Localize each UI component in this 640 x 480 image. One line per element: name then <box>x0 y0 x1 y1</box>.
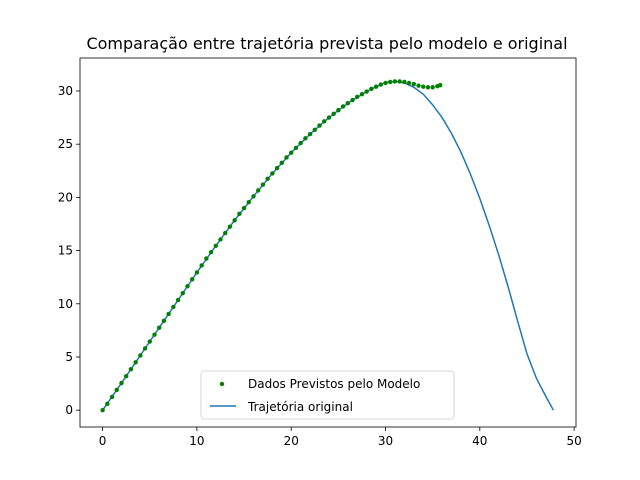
scatter-point <box>345 101 351 106</box>
scatter-point <box>114 387 119 393</box>
scatter-point <box>260 182 266 187</box>
scatter-point <box>175 297 181 303</box>
scatter-point <box>279 160 284 166</box>
scatter-point <box>331 111 336 117</box>
scatter-point <box>293 145 299 151</box>
scatter-point <box>147 339 152 344</box>
scatter-point <box>340 104 346 109</box>
series-scatter-dados-previstos <box>100 79 443 413</box>
scatter-point <box>317 123 322 128</box>
scatter-point <box>270 171 275 176</box>
scatter-point <box>369 86 374 92</box>
scatter-point <box>406 80 412 86</box>
scatter-point <box>138 353 143 358</box>
scatter-point <box>298 140 303 146</box>
scatter-point <box>388 79 393 85</box>
scatter-point <box>284 155 289 160</box>
scatter-point <box>133 360 138 365</box>
x-tick-label: 40 <box>472 434 487 448</box>
y-axis: 0 5 10 15 20 25 30 <box>58 84 80 417</box>
scatter-point <box>373 84 379 89</box>
scatter-point <box>378 82 384 87</box>
scatter-point <box>185 284 190 289</box>
y-tick-label: 5 <box>65 350 73 364</box>
y-tick-label: 10 <box>58 297 73 311</box>
scatter-point <box>100 407 105 413</box>
scatter-point <box>246 199 251 205</box>
scatter-point <box>227 224 233 229</box>
legend-label-line: Trajetória original <box>247 400 353 414</box>
scatter-point <box>161 318 167 324</box>
scatter-point <box>119 380 124 386</box>
scatter-point <box>322 119 327 124</box>
scatter-point <box>350 97 355 103</box>
scatter-point <box>430 85 435 90</box>
y-tick-label: 15 <box>58 244 73 258</box>
scatter-point <box>199 263 204 268</box>
scatter-point <box>218 237 223 242</box>
x-axis: 0 10 20 30 40 50 <box>99 427 582 448</box>
scatter-point <box>265 176 270 181</box>
chart-title: Comparação entre trajetória prevista pel… <box>86 34 567 53</box>
x-tick-label: 10 <box>189 434 204 448</box>
scatter-point <box>213 243 218 248</box>
legend: Dados Previstos pelo Modelo Trajetória o… <box>200 370 455 420</box>
scatter-point <box>142 346 148 351</box>
scatter-point <box>421 84 426 89</box>
scatter-point <box>157 325 162 330</box>
scatter-point <box>416 83 421 88</box>
scatter-point <box>251 194 256 199</box>
scatter-point <box>312 127 317 133</box>
scatter-point <box>194 270 200 275</box>
scatter-point <box>383 80 388 86</box>
scatter-point <box>241 205 247 211</box>
scatter-point <box>274 165 280 171</box>
scatter-point <box>438 82 443 88</box>
scatter-point <box>190 277 195 282</box>
legend-marker-scatter <box>219 381 225 387</box>
scatter-point <box>232 218 237 223</box>
scatter-point <box>128 367 134 372</box>
x-tick-label: 30 <box>378 434 393 448</box>
scatter-point <box>402 79 407 85</box>
x-tick-label: 50 <box>566 434 581 448</box>
scatter-point <box>307 131 313 137</box>
scatter-point <box>355 94 360 100</box>
scatter-point <box>326 115 332 120</box>
scatter-point <box>397 79 402 84</box>
plot-area: 0 10 20 30 40 50 0 5 10 15 20 25 30 <box>58 57 582 448</box>
y-tick-label: 0 <box>65 403 73 417</box>
scatter-point <box>171 304 176 310</box>
legend-label-scatter: Dados Previstos pelo Modelo <box>248 377 420 391</box>
scatter-point <box>364 89 369 94</box>
scatter-point <box>204 256 209 261</box>
scatter-point <box>208 249 214 255</box>
plot-frame <box>79 57 577 428</box>
scatter-point <box>109 394 115 400</box>
scatter-point <box>180 290 185 296</box>
scatter-point <box>425 85 431 90</box>
series-line-trajetoria-original <box>102 80 555 411</box>
x-tick-label: 0 <box>99 434 107 448</box>
y-tick-label: 30 <box>58 84 73 98</box>
scatter-point <box>124 373 129 379</box>
x-tick-label: 20 <box>284 434 299 448</box>
scatter-point <box>256 188 261 193</box>
scatter-point <box>392 79 398 84</box>
scatter-point <box>411 81 417 87</box>
legend-box <box>200 370 455 420</box>
scatter-point <box>289 150 294 155</box>
scatter-point <box>359 91 365 97</box>
y-tick-label: 25 <box>58 137 73 151</box>
scatter-point <box>223 230 228 236</box>
scatter-point <box>166 311 171 317</box>
scatter-point <box>336 107 341 113</box>
scatter-point <box>237 211 242 217</box>
scatter-point <box>152 332 157 337</box>
scatter-point <box>303 136 308 141</box>
scatter-point <box>105 401 110 407</box>
y-tick-label: 20 <box>58 190 73 204</box>
